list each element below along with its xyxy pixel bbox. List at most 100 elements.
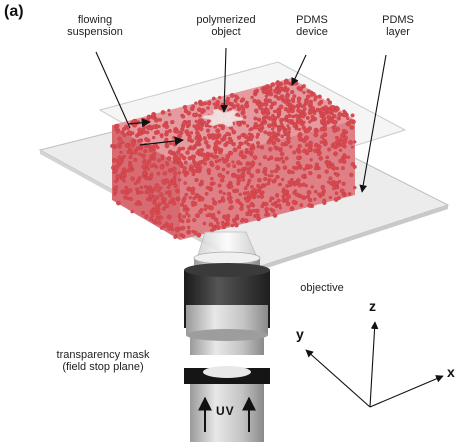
particle bbox=[332, 114, 337, 119]
particle bbox=[140, 190, 144, 195]
particle bbox=[350, 145, 354, 149]
particle bbox=[335, 172, 340, 178]
particle bbox=[297, 127, 302, 131]
pointer-flowing bbox=[95, 51, 131, 129]
particle bbox=[353, 140, 357, 144]
particle bbox=[218, 189, 223, 194]
particle bbox=[333, 151, 338, 157]
particle bbox=[335, 135, 339, 140]
particle bbox=[316, 151, 322, 157]
particle bbox=[297, 144, 302, 149]
particle bbox=[292, 190, 297, 195]
particle bbox=[280, 177, 285, 182]
particle bbox=[342, 128, 346, 133]
particle bbox=[207, 171, 211, 175]
particle bbox=[271, 119, 277, 125]
particle bbox=[203, 207, 207, 212]
particle bbox=[190, 145, 196, 151]
particle bbox=[167, 181, 173, 187]
particle bbox=[164, 221, 169, 226]
label-mask-line2: (field stop plane) bbox=[62, 361, 144, 373]
particle bbox=[306, 189, 312, 195]
particle bbox=[255, 189, 260, 194]
particle bbox=[119, 150, 123, 155]
particle bbox=[152, 207, 158, 213]
particle bbox=[236, 135, 242, 140]
particle bbox=[144, 137, 149, 142]
particle bbox=[185, 211, 189, 216]
particle bbox=[261, 111, 266, 116]
particle bbox=[121, 154, 126, 159]
particle bbox=[141, 153, 146, 159]
particle bbox=[243, 166, 249, 172]
particle bbox=[319, 119, 324, 124]
particle bbox=[340, 166, 345, 171]
particle bbox=[234, 223, 239, 228]
particle bbox=[221, 124, 225, 128]
particle bbox=[346, 155, 351, 159]
particle bbox=[309, 158, 313, 162]
particle bbox=[133, 149, 138, 155]
particle bbox=[179, 153, 184, 158]
particle bbox=[281, 159, 286, 164]
particle bbox=[269, 196, 273, 200]
particle bbox=[258, 162, 262, 166]
particle bbox=[196, 232, 202, 238]
particle bbox=[245, 211, 250, 217]
particle bbox=[217, 141, 222, 145]
particle bbox=[187, 120, 191, 124]
particle bbox=[198, 126, 204, 132]
particle bbox=[274, 94, 278, 98]
particle bbox=[323, 105, 328, 110]
particle bbox=[304, 99, 309, 103]
particle bbox=[130, 176, 135, 182]
particle bbox=[149, 217, 154, 222]
particle bbox=[153, 130, 159, 135]
particle bbox=[120, 130, 125, 135]
particle bbox=[353, 185, 357, 190]
particle bbox=[290, 90, 295, 95]
particle bbox=[281, 194, 286, 199]
particle bbox=[201, 152, 206, 158]
particle bbox=[352, 164, 357, 169]
particle bbox=[211, 181, 216, 186]
particle bbox=[280, 142, 286, 147]
particle bbox=[282, 99, 288, 104]
particle bbox=[137, 138, 142, 143]
particle bbox=[242, 115, 247, 119]
particle bbox=[306, 116, 310, 120]
particle bbox=[149, 157, 153, 161]
particle bbox=[176, 190, 180, 194]
particle bbox=[301, 125, 307, 131]
particle bbox=[246, 150, 251, 155]
particle bbox=[275, 80, 280, 86]
particle bbox=[215, 99, 221, 105]
particle bbox=[188, 187, 193, 192]
particle bbox=[273, 116, 278, 120]
particle bbox=[320, 134, 325, 140]
particle bbox=[229, 205, 234, 210]
particle bbox=[122, 133, 127, 138]
particle bbox=[294, 180, 299, 185]
particle bbox=[159, 186, 163, 190]
particle bbox=[222, 137, 227, 141]
particle bbox=[284, 140, 290, 146]
particle bbox=[160, 134, 164, 139]
particle bbox=[131, 168, 135, 172]
particle bbox=[218, 158, 222, 162]
particle bbox=[226, 163, 231, 168]
particle bbox=[133, 181, 138, 186]
particle bbox=[192, 124, 196, 128]
particle bbox=[325, 155, 330, 160]
particle bbox=[252, 98, 257, 104]
particle bbox=[234, 216, 238, 220]
particle bbox=[120, 189, 126, 195]
particle bbox=[178, 178, 182, 182]
particle bbox=[171, 200, 177, 206]
particle bbox=[322, 127, 327, 132]
particle bbox=[305, 94, 311, 99]
particle bbox=[338, 158, 343, 164]
particle bbox=[191, 156, 196, 161]
particle bbox=[114, 127, 119, 132]
particle bbox=[179, 202, 185, 207]
